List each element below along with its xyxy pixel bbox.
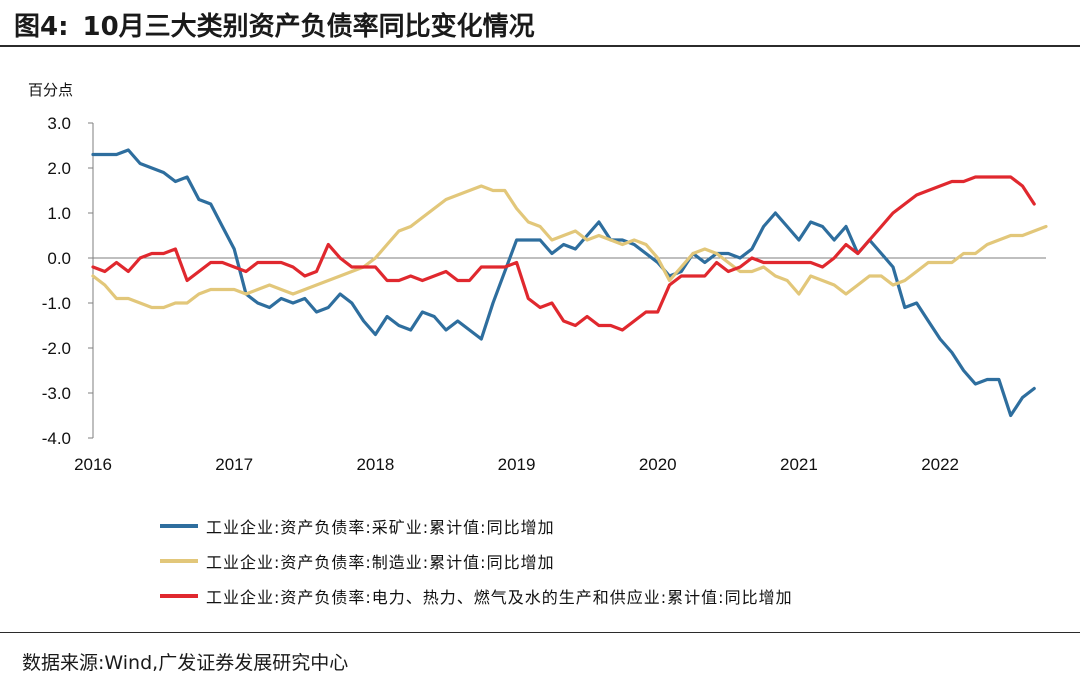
y-tick-label: -4.0 bbox=[42, 429, 71, 448]
legend-item-utilities: 工业企业:资产负债率:电力、热力、燃气及水的生产和供应业:累计值:同比增加 bbox=[160, 578, 793, 613]
y-tick-label: 1.0 bbox=[47, 204, 71, 223]
x-tick-label: 2022 bbox=[921, 455, 959, 474]
legend-swatch-utilities bbox=[160, 593, 198, 598]
legend-item-mining: 工业企业:资产负债率:采矿业:累计值:同比增加 bbox=[160, 508, 793, 543]
figure-title-text: 10月三大类别资产负债率同比变化情况 bbox=[82, 12, 535, 42]
legend-label-manufacturing: 工业企业:资产负债率:制造业:累计值:同比增加 bbox=[206, 552, 555, 572]
figure-number: 图4: bbox=[14, 12, 69, 42]
legend-label-mining: 工业企业:资产负债率:采矿业:累计值:同比增加 bbox=[206, 517, 555, 537]
legend-label-utilities: 工业企业:资产负债率:电力、热力、燃气及水的生产和供应业:累计值:同比增加 bbox=[206, 587, 793, 607]
x-tick-label: 2017 bbox=[215, 455, 253, 474]
y-tick-label: -2.0 bbox=[42, 339, 71, 358]
y-tick-label: 0.0 bbox=[47, 249, 71, 268]
x-tick-label: 2018 bbox=[356, 455, 394, 474]
source-note: 数据来源:Wind,广发证券发展研究中心 bbox=[22, 652, 349, 674]
figure-title: 图4: 10月三大类别资产负债率同比变化情况 bbox=[14, 6, 535, 43]
x-axis: 2016 2017 2018 2019 2020 2021 2022 bbox=[74, 455, 959, 474]
series-line-mining bbox=[91, 148, 1036, 418]
series-line-manufacturing bbox=[91, 184, 1048, 310]
y-axis: 3.0 2.0 1.0 0.0 -1.0 -2.0 -3.0 -4.0 bbox=[42, 114, 93, 448]
y-tick-label: -1.0 bbox=[42, 294, 71, 313]
y-tick-label: -3.0 bbox=[42, 384, 71, 403]
legend-item-manufacturing: 工业企业:资产负债率:制造业:累计值:同比增加 bbox=[160, 543, 793, 578]
legend-swatch-manufacturing bbox=[160, 558, 198, 563]
x-tick-label: 2019 bbox=[498, 455, 536, 474]
y-tick-label: 2.0 bbox=[47, 159, 71, 178]
x-tick-label: 2020 bbox=[639, 455, 677, 474]
x-tick-label: 2016 bbox=[74, 455, 112, 474]
bottom-divider bbox=[0, 632, 1080, 633]
legend-swatch-mining bbox=[160, 523, 198, 528]
series-line-utilities bbox=[91, 175, 1036, 332]
top-divider bbox=[0, 45, 1080, 47]
legend: 工业企业:资产负债率:采矿业:累计值:同比增加 工业企业:资产负债率:制造业:累… bbox=[160, 508, 793, 613]
series-group bbox=[91, 148, 1048, 418]
y-axis-label: 百分点 bbox=[28, 81, 73, 99]
y-tick-label: 3.0 bbox=[47, 114, 71, 133]
x-tick-label: 2021 bbox=[780, 455, 818, 474]
